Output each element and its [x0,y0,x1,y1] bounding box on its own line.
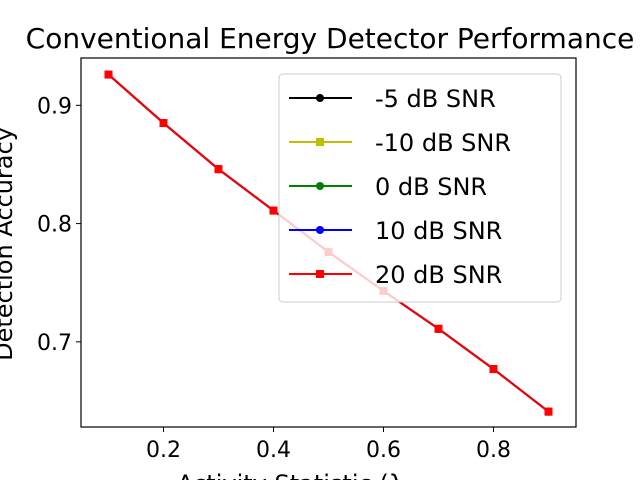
y-tick-label: 0.9 [37,94,72,119]
plot-area: 0.2 0.4 0.6 0.8 0.7 0.8 0.9 [37,57,577,463]
data-point [104,70,113,79]
x-tick-label: 0.6 [366,438,401,463]
legend-marker [316,226,324,234]
data-point [269,206,278,215]
legend-item: 20 dB SNR [289,261,502,289]
legend-marker [316,138,324,146]
x-tick-label: 0.2 [146,438,181,463]
data-point [214,165,223,174]
legend-label: 10 dB SNR [375,217,502,245]
legend-label: -10 dB SNR [375,129,511,157]
x-tick-label: 0.8 [476,438,511,463]
legend-item: 0 dB SNR [289,173,487,201]
y-tick-label: 0.7 [37,331,72,356]
legend: -5 dB SNR -10 dB SNR 0 dB SNR 10 dB SNR 20 d… [278,73,562,303]
legend-marker [316,270,324,278]
legend-box [278,73,562,303]
legend-label: -5 dB SNR [375,85,496,113]
legend-label: 0 dB SNR [375,173,487,201]
legend-label: 20 dB SNR [375,261,502,289]
legend-marker [316,94,324,102]
legend-item: 10 dB SNR [289,217,502,245]
data-point [544,407,553,416]
data-point [159,119,168,128]
legend-marker [316,182,324,190]
legend-item: -5 dB SNR [289,85,496,113]
y-axis-label: Detection Accuracy [0,127,18,361]
x-axis-label: Activity Statistic (λ [177,470,403,480]
data-point [434,324,443,333]
y-tick-label: 0.8 [37,213,72,238]
legend-item: -10 dB SNR [289,129,511,157]
x-tick-label: 0.4 [256,438,291,463]
chart-title: Conventional Energy Detector Performance [26,22,635,55]
axes-frame [80,57,577,428]
data-point [489,365,498,374]
